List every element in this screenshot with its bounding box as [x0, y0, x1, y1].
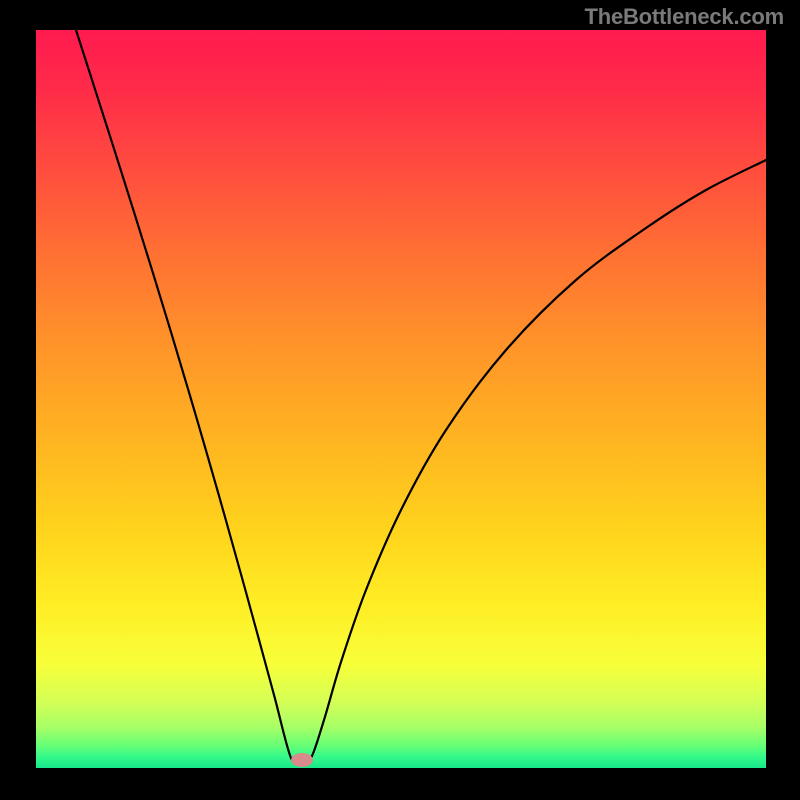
vertex-marker	[291, 753, 313, 767]
chart-frame: TheBottleneck.com	[0, 0, 800, 800]
watermark-text: TheBottleneck.com	[578, 2, 790, 32]
chart-svg	[36, 30, 766, 768]
gradient-background	[36, 30, 766, 768]
plot-area	[36, 30, 766, 768]
